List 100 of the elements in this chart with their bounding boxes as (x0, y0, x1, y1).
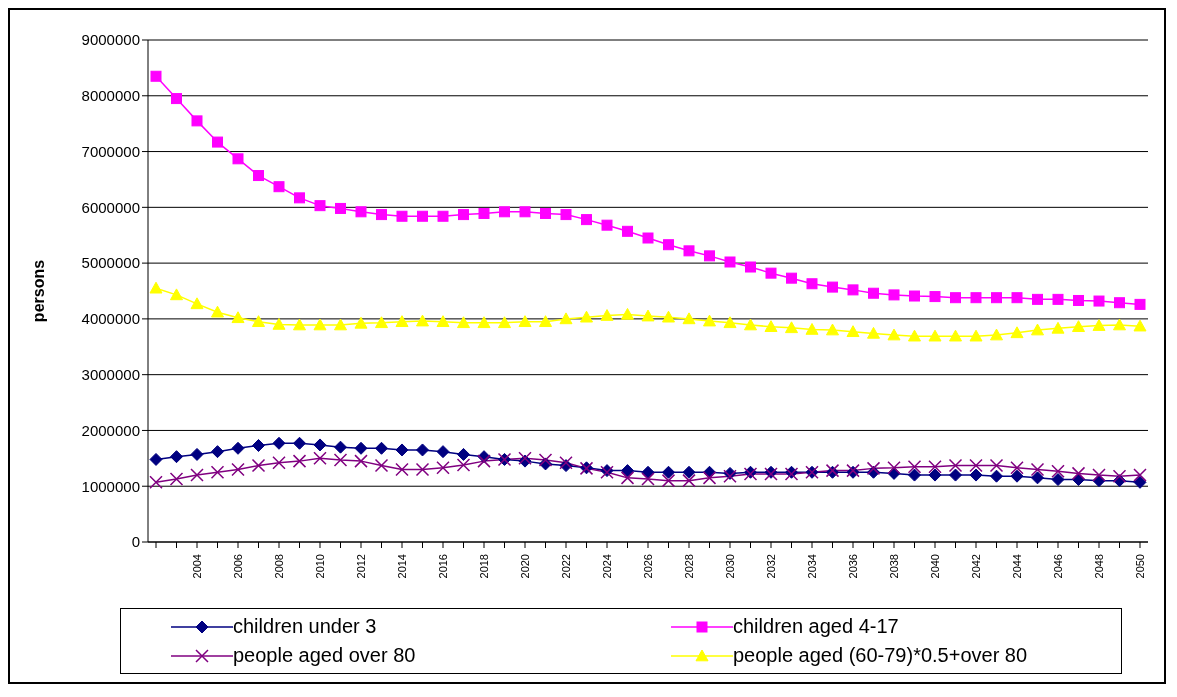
y-tick-label: 6000000 (81, 198, 140, 216)
x-tick-label: 2010 (313, 554, 326, 579)
point (538, 453, 553, 467)
point (887, 461, 901, 475)
point (313, 318, 327, 331)
y-tick-label: 3000000 (81, 365, 140, 383)
y-tick-label: 9000000 (81, 31, 140, 49)
point (252, 315, 265, 327)
point (887, 328, 901, 341)
point (1093, 295, 1105, 307)
point (457, 447, 470, 461)
point (1134, 298, 1146, 310)
x-tick-label: 2020 (518, 554, 531, 579)
point (231, 441, 245, 455)
point (642, 232, 654, 244)
point (621, 307, 634, 320)
point (1010, 461, 1024, 475)
point (866, 461, 881, 476)
point (519, 206, 531, 218)
point (212, 136, 223, 148)
point (662, 465, 675, 479)
point (990, 328, 1003, 341)
point (559, 312, 573, 325)
point (313, 451, 327, 466)
point (335, 202, 346, 214)
x-tick-label: 2034 (805, 554, 818, 579)
x-tick-label: 2012 (354, 554, 367, 579)
point (518, 315, 532, 327)
point (970, 292, 982, 304)
point (702, 471, 717, 485)
point (682, 312, 696, 325)
point (764, 320, 778, 332)
point (991, 292, 1002, 304)
point (1031, 471, 1044, 485)
x-tick-label: 2042 (969, 554, 982, 579)
point (251, 458, 266, 473)
point (395, 443, 409, 457)
x-tick-label: 2032 (764, 554, 777, 579)
point (539, 315, 552, 327)
point (375, 441, 388, 455)
point (663, 239, 674, 251)
point (620, 471, 635, 485)
point (436, 315, 450, 327)
point (1031, 323, 1044, 336)
point (540, 207, 551, 219)
point (314, 200, 326, 212)
y-tick-label: 7000000 (81, 142, 140, 160)
point (190, 468, 204, 482)
point (1032, 293, 1043, 305)
x-tick-label: 2022 (559, 554, 572, 579)
point (1052, 293, 1064, 305)
point (1051, 321, 1065, 334)
point (436, 445, 450, 459)
point (1113, 318, 1126, 331)
point (1133, 319, 1147, 332)
point (704, 250, 715, 262)
point (703, 314, 716, 327)
point (723, 316, 737, 329)
point (210, 465, 225, 480)
point (805, 322, 819, 335)
point (846, 325, 860, 338)
point (231, 311, 245, 324)
point (272, 456, 286, 470)
point (499, 206, 510, 218)
point (826, 323, 839, 336)
x-tick-label: 2014 (395, 554, 408, 579)
x-tick-label: 2004 (190, 554, 203, 579)
x-tick-label: 2030 (723, 554, 736, 579)
point (294, 192, 305, 204)
point (190, 447, 204, 461)
point (395, 462, 409, 477)
point (477, 454, 491, 468)
point (232, 153, 244, 165)
point (929, 291, 941, 303)
point (376, 209, 387, 221)
point (1010, 469, 1024, 483)
point (292, 454, 307, 468)
point (457, 316, 470, 329)
point (560, 209, 572, 221)
point (621, 464, 634, 478)
point (211, 445, 224, 459)
point (641, 309, 655, 322)
point (355, 206, 367, 218)
x-tick-label: 2026 (641, 554, 654, 579)
point (909, 290, 920, 302)
point (1133, 475, 1147, 489)
point (374, 458, 389, 473)
x-tick-label: 2036 (846, 554, 859, 579)
x-tick-label: 2046 (1051, 554, 1064, 579)
point (600, 309, 614, 321)
x-tick-label: 2028 (682, 554, 695, 579)
point (170, 288, 183, 301)
point (272, 317, 286, 330)
point (416, 314, 429, 327)
y-tick-label: 2000000 (81, 421, 140, 439)
point (724, 256, 736, 268)
point (211, 305, 224, 318)
y-tick-label: 4000000 (81, 310, 140, 328)
y-tick-label: 5000000 (81, 254, 140, 272)
point (231, 462, 245, 477)
